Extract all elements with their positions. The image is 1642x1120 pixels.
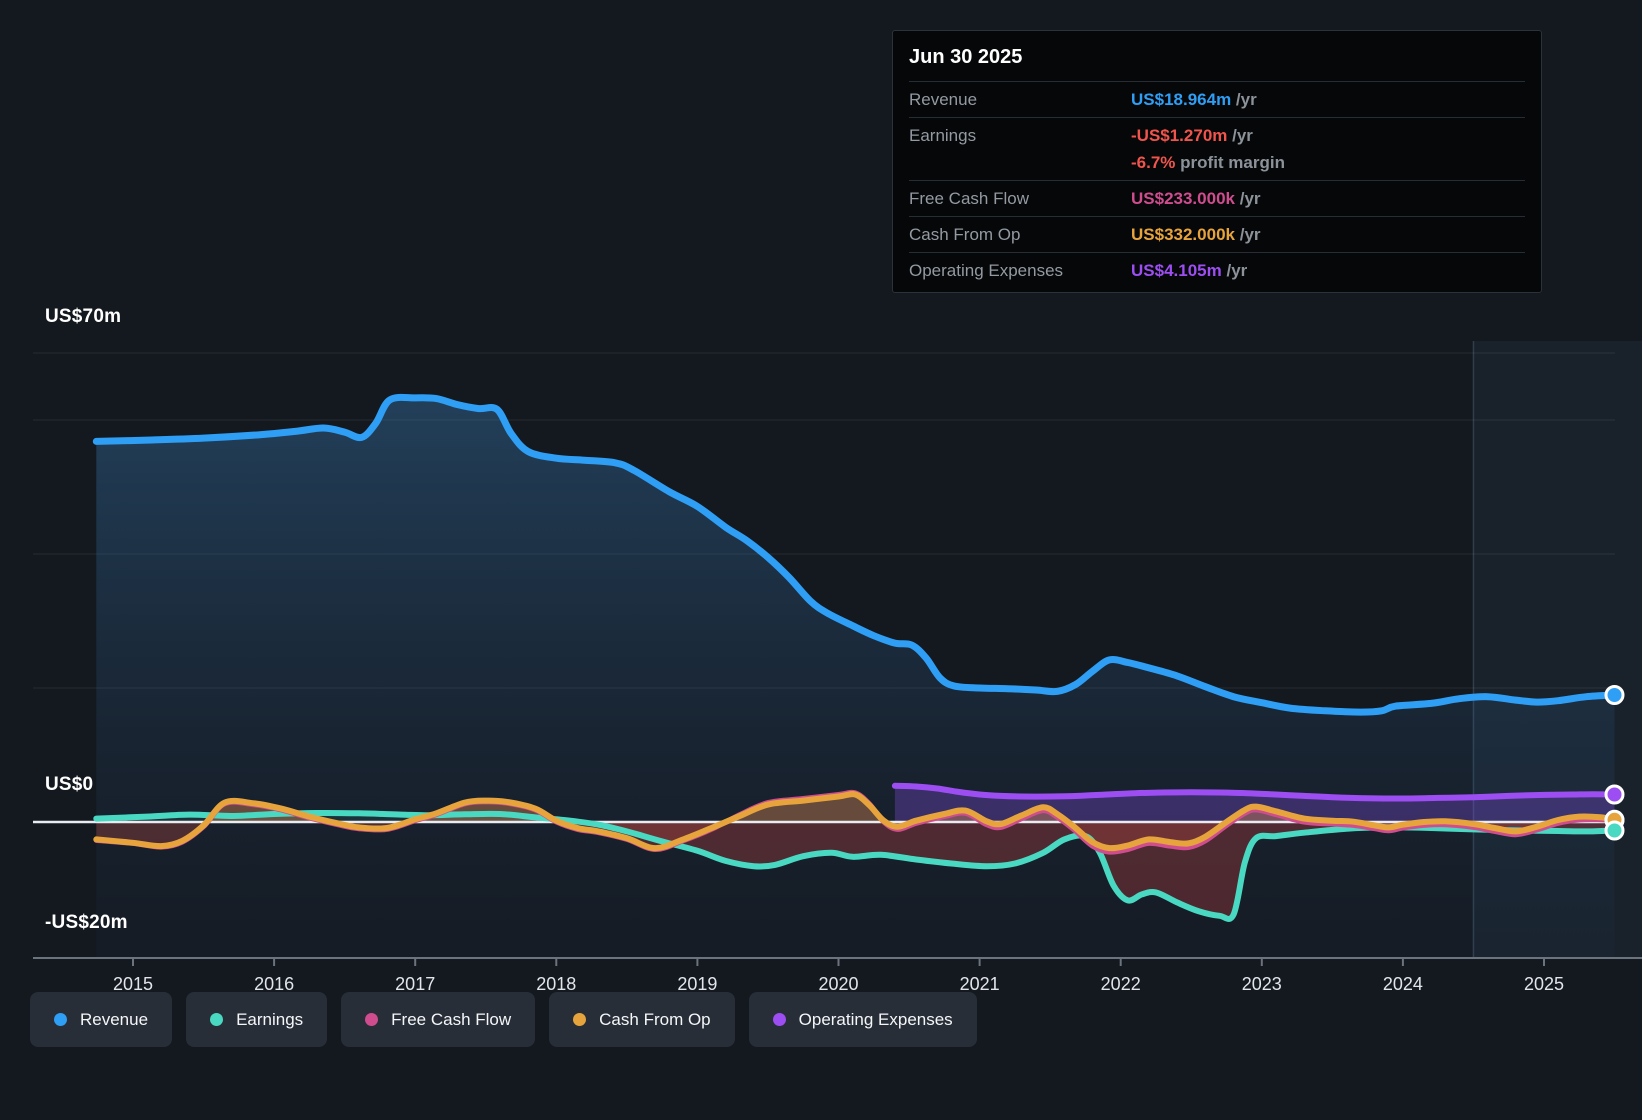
earnings-line bbox=[93, 809, 1618, 922]
tooltip-row-profit-margin: -6.7% profit margin bbox=[909, 153, 1525, 180]
cashops-line bbox=[93, 791, 1618, 852]
cash-from-op-dot-icon bbox=[573, 1013, 587, 1026]
opex-endpoint-marker bbox=[1604, 784, 1625, 805]
tooltip-label: Revenue bbox=[909, 90, 978, 109]
tooltip-row-revenue: Revenue US$18.964m /yr bbox=[909, 81, 1525, 117]
y-axis-label-70m: US$70m bbox=[45, 306, 122, 327]
tooltip-row-free-cash-flow: Free Cash Flow US$233.000k /yr bbox=[909, 180, 1525, 216]
tooltip-label: Free Cash Flow bbox=[909, 189, 1029, 208]
legend-label: Revenue bbox=[80, 1009, 149, 1029]
revenue-endpoint-marker bbox=[1604, 685, 1625, 705]
earnings-area-negative bbox=[96, 822, 1615, 919]
tooltip-value: US$18.964m /yr bbox=[1131, 90, 1257, 109]
legend-item-revenue[interactable]: Revenue bbox=[30, 992, 173, 1047]
revenue-area bbox=[96, 397, 1615, 958]
earnings-endpoint-marker bbox=[1604, 820, 1625, 841]
legend-item-free-cash-flow[interactable]: Free Cash Flow bbox=[341, 992, 536, 1047]
tooltip-label: Cash From Op bbox=[909, 225, 1021, 244]
x-tick-label-2019: 2019 bbox=[677, 974, 717, 994]
revenue-line bbox=[92, 393, 1618, 716]
earnings-dot-icon bbox=[210, 1013, 224, 1026]
x-tick-label-2022: 2022 bbox=[1101, 974, 1141, 994]
chart-legend: Revenue Earnings Free Cash Flow Cash Fro… bbox=[30, 992, 977, 1047]
tooltip-value: US$233.000k /yr bbox=[1131, 189, 1261, 208]
legend-label: Free Cash Flow bbox=[391, 1009, 512, 1029]
legend-label: Operating Expenses bbox=[798, 1009, 953, 1029]
x-tick-label-2015: 2015 bbox=[113, 974, 153, 994]
chart-tooltip: Jun 30 2025 Revenue US$18.964m /yr Earni… bbox=[892, 30, 1542, 293]
tooltip-row-operating-expenses: Operating Expenses US$4.105m /yr bbox=[909, 252, 1525, 288]
legend-label: Earnings bbox=[236, 1009, 304, 1029]
x-tick-label-2016: 2016 bbox=[254, 974, 294, 994]
legend-label: Cash From Op bbox=[599, 1009, 711, 1029]
x-tick-label-2021: 2021 bbox=[960, 974, 1000, 994]
tooltip-value: -6.7% profit margin bbox=[1131, 153, 1285, 172]
tooltip-label: Earnings bbox=[909, 126, 977, 145]
free-cash-flow-dot-icon bbox=[365, 1013, 379, 1026]
tooltip-value: US$4.105m /yr bbox=[1131, 261, 1248, 280]
x-tick-label-2025: 2025 bbox=[1524, 974, 1564, 994]
x-tick-label-2017: 2017 bbox=[395, 974, 435, 994]
opex-line bbox=[891, 782, 1618, 802]
legend-item-operating-expenses[interactable]: Operating Expenses bbox=[748, 992, 977, 1047]
tooltip-row-earnings: Earnings -US$1.270m /yr bbox=[909, 117, 1525, 153]
x-tick-label-2024: 2024 bbox=[1383, 974, 1423, 994]
legend-item-earnings[interactable]: Earnings bbox=[186, 992, 328, 1047]
legend-item-cash-from-op[interactable]: Cash From Op bbox=[549, 992, 735, 1047]
x-tick-label-2020: 2020 bbox=[818, 974, 858, 994]
revenue-dot-icon bbox=[54, 1013, 67, 1026]
tooltip-label: Operating Expenses bbox=[909, 261, 1064, 280]
x-tick-label-2023: 2023 bbox=[1242, 974, 1282, 994]
y-axis-label-zero: US$0 bbox=[45, 774, 94, 795]
x-tick-label-2018: 2018 bbox=[536, 974, 576, 994]
operating-expenses-dot-icon bbox=[772, 1013, 786, 1026]
y-axis-label-neg20m: -US$20m bbox=[45, 912, 128, 933]
tooltip-row-cash-from-op: Cash From Op US$332.000k /yr bbox=[909, 216, 1525, 252]
tooltip-value: -US$1.270m /yr bbox=[1131, 126, 1253, 145]
tooltip-value: US$332.000k /yr bbox=[1131, 225, 1261, 244]
tooltip-date: Jun 30 2025 bbox=[909, 46, 1023, 68]
